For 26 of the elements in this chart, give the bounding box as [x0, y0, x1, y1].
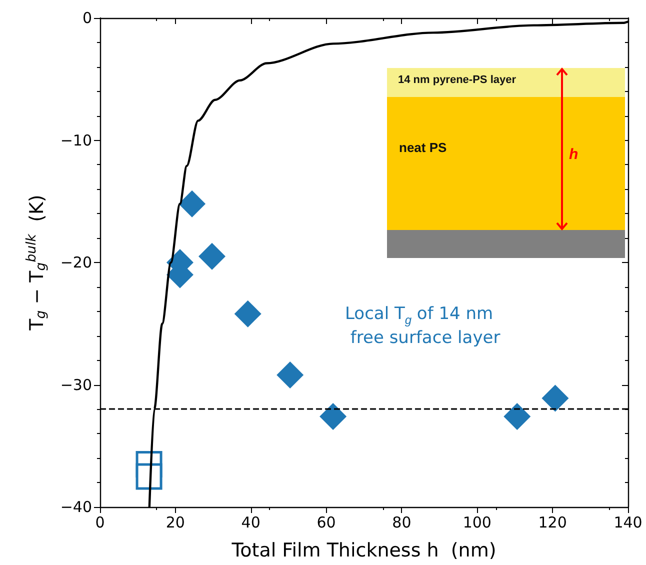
y-tick-label: 0 — [82, 9, 92, 27]
x-tick-label: 120 — [538, 514, 567, 532]
annotation: 14 nm pyrene-PS layer — [398, 74, 516, 86]
point — [504, 403, 531, 430]
y-tick-label: −40 — [60, 498, 92, 516]
point — [136, 463, 162, 490]
point — [276, 361, 304, 388]
x-tick-label: 40 — [241, 514, 260, 532]
x-tick-label: 100 — [462, 514, 492, 532]
x-tick-label: 140 — [614, 514, 642, 532]
annotation: h — [569, 146, 578, 163]
y-axis-title: Tg − Tgbulk (K) — [24, 194, 49, 332]
x-tick-label: 0 — [95, 514, 105, 532]
y-tick-label: −30 — [60, 376, 92, 394]
point — [178, 190, 206, 218]
y-tick-label: −20 — [60, 254, 92, 272]
y-tick-label: −10 — [60, 131, 92, 150]
point — [234, 300, 262, 328]
x-tick-label: 20 — [166, 514, 185, 532]
x-tick-label: 80 — [392, 514, 412, 532]
point — [320, 403, 347, 430]
x-tick-label: 60 — [316, 514, 336, 532]
point — [198, 242, 226, 270]
x-axis-title: Total Film Thickness h (nm) — [230, 540, 496, 562]
point — [542, 384, 569, 412]
annotation: neat PS — [399, 140, 447, 155]
